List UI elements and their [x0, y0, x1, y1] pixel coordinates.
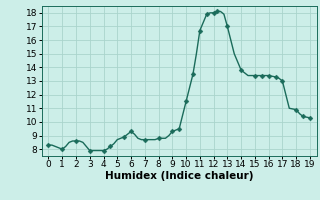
X-axis label: Humidex (Indice chaleur): Humidex (Indice chaleur) [105, 171, 253, 181]
